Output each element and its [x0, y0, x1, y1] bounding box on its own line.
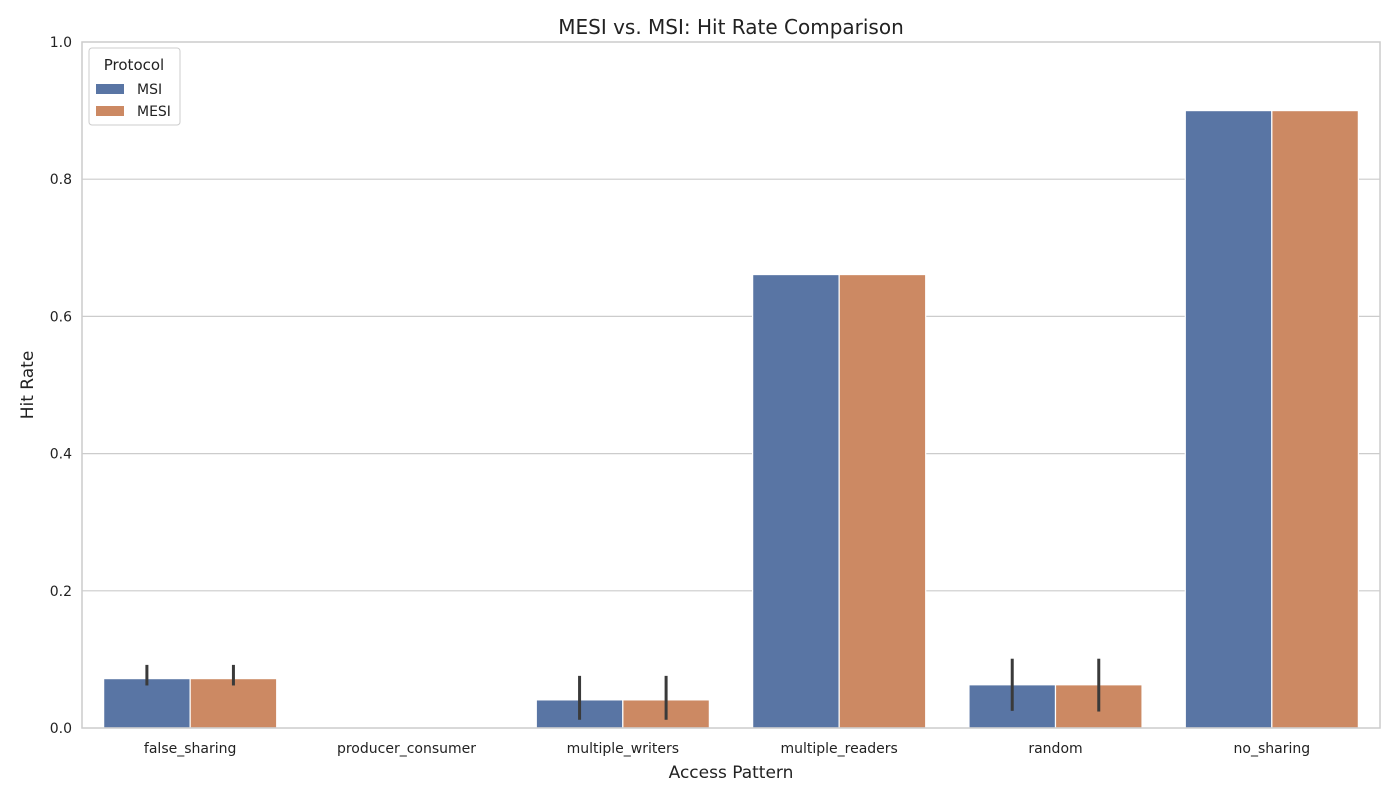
x-tick-label: false_sharing [144, 741, 236, 757]
bars-layer [103, 109, 1359, 729]
y-tick-label: 0.2 [50, 584, 72, 600]
x-tick-label: multiple_readers [780, 741, 897, 757]
legend: Protocol MSI MESI [88, 47, 181, 126]
plot-frame [81, 41, 1381, 729]
bar-mesi-false-sharing [189, 678, 278, 729]
y-tick-label: 0.0 [50, 721, 72, 737]
bar-mesi-no-sharing [1271, 109, 1359, 729]
bar-msi-no-sharing [1184, 109, 1273, 729]
legend-title: Protocol [104, 56, 164, 74]
x-tick-label: random [1028, 741, 1082, 757]
y-tick-label: 0.8 [50, 172, 72, 188]
x-axis-label: Access Pattern [669, 763, 794, 783]
y-axis-label: Hit Rate [18, 351, 38, 420]
legend-swatch-mesi [96, 106, 124, 116]
y-tick-label: 1.0 [50, 35, 72, 51]
x-tick-label: no_sharing [1234, 741, 1311, 757]
x-tick-labels: false_sharing producer_consumer multiple_w… [144, 741, 1310, 757]
x-tick-label: producer_consumer [337, 741, 476, 757]
error-bars-layer [145, 658, 1101, 720]
y-tick-label: 0.4 [50, 447, 72, 463]
bar-msi-false-sharing [103, 678, 191, 729]
y-tick-label: 0.6 [50, 309, 72, 325]
legend-label-msi: MSI [137, 82, 162, 98]
y-tick-labels: 0.0 0.2 0.4 0.6 0.8 1.0 [50, 35, 72, 737]
grid-layer [82, 178, 1380, 592]
bar-mesi-multiple-readers [838, 273, 927, 729]
x-tick-label: multiple_writers [567, 741, 679, 757]
bar-msi-multiple-readers [752, 273, 840, 729]
chart-title: MESI vs. MSI: Hit Rate Comparison [558, 15, 904, 39]
legend-label-mesi: MESI [137, 104, 171, 120]
legend-box [88, 47, 181, 126]
legend-swatch-msi [96, 84, 124, 94]
